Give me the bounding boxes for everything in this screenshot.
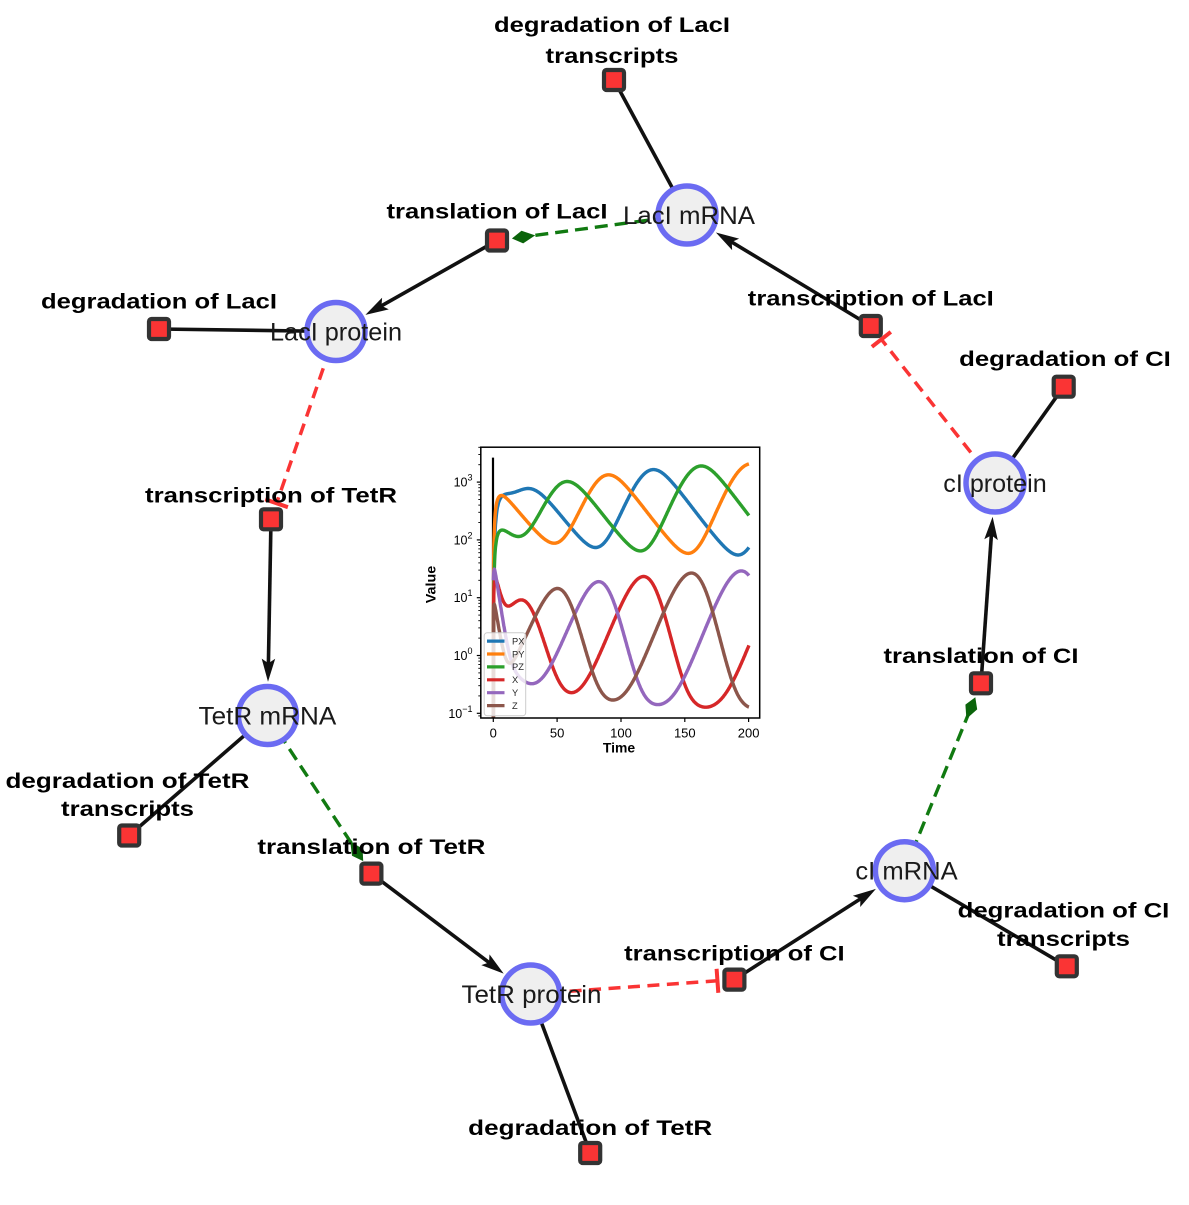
svg-text:Y: Y bbox=[512, 688, 518, 698]
svg-text:50: 50 bbox=[550, 726, 564, 741]
svg-text:degradation of CI: degradation of CI bbox=[959, 348, 1171, 371]
svg-text:Time: Time bbox=[603, 741, 636, 756]
svg-text:translation of TetR: translation of TetR bbox=[257, 836, 485, 859]
svg-text:translation of LacI: translation of LacI bbox=[387, 201, 608, 224]
svg-text:X: X bbox=[512, 675, 518, 685]
svg-text:LacI mRNA: LacI mRNA bbox=[623, 202, 755, 230]
svg-text:degradation of TetR: degradation of TetR bbox=[468, 1117, 712, 1140]
svg-text:Z: Z bbox=[512, 701, 518, 711]
svg-text:degradation of TetR: degradation of TetR bbox=[6, 770, 250, 793]
svg-text:PX: PX bbox=[512, 636, 524, 646]
svg-text:LacI protein: LacI protein bbox=[270, 319, 402, 347]
svg-text:transcripts: transcripts bbox=[546, 45, 679, 68]
svg-text:transcripts: transcripts bbox=[61, 798, 194, 821]
svg-text:Value: Value bbox=[424, 565, 439, 603]
svg-text:degradation of CI: degradation of CI bbox=[958, 900, 1170, 923]
svg-text:transcription of TetR: transcription of TetR bbox=[145, 485, 397, 508]
svg-text:PY: PY bbox=[512, 649, 524, 659]
svg-text:0: 0 bbox=[490, 726, 497, 741]
svg-text:transcription of CI: transcription of CI bbox=[624, 943, 845, 966]
svg-text:transcripts: transcripts bbox=[997, 928, 1130, 951]
svg-text:cI protein: cI protein bbox=[943, 470, 1046, 498]
svg-text:degradation of LacI: degradation of LacI bbox=[494, 14, 730, 37]
svg-text:100: 100 bbox=[610, 726, 632, 741]
svg-text:TetR protein: TetR protein bbox=[462, 981, 602, 1009]
svg-text:TetR mRNA: TetR mRNA bbox=[199, 703, 337, 731]
svg-text:150: 150 bbox=[674, 726, 696, 741]
svg-text:PZ: PZ bbox=[512, 662, 524, 672]
svg-text:degradation of LacI: degradation of LacI bbox=[41, 291, 277, 314]
svg-text:cI mRNA: cI mRNA bbox=[855, 858, 958, 886]
svg-text:translation of CI: translation of CI bbox=[884, 645, 1079, 668]
svg-text:transcription of LacI: transcription of LacI bbox=[748, 288, 994, 311]
svg-text:200: 200 bbox=[738, 726, 760, 741]
